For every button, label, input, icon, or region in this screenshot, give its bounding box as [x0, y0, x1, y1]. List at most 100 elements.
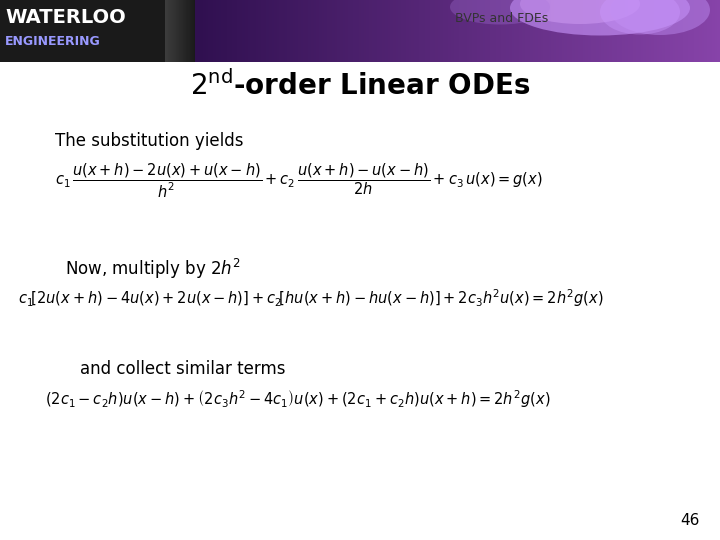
- Bar: [316, 0, 319, 62]
- Text: 46: 46: [680, 513, 700, 528]
- Bar: [185, 0, 186, 62]
- Bar: [319, 0, 322, 62]
- Bar: [390, 0, 393, 62]
- Bar: [435, 0, 438, 62]
- Bar: [688, 0, 691, 62]
- Bar: [303, 0, 306, 62]
- Bar: [633, 0, 636, 62]
- Bar: [168, 0, 169, 62]
- Bar: [240, 0, 243, 62]
- Bar: [348, 0, 351, 62]
- Bar: [269, 0, 271, 62]
- Bar: [356, 0, 359, 62]
- Bar: [501, 0, 504, 62]
- Bar: [675, 0, 678, 62]
- Bar: [564, 0, 567, 62]
- Bar: [308, 0, 311, 62]
- Ellipse shape: [450, 0, 550, 24]
- Bar: [264, 0, 266, 62]
- Bar: [474, 0, 477, 62]
- Text: and collect similar terms: and collect similar terms: [80, 360, 286, 378]
- Text: ENGINEERING: ENGINEERING: [5, 35, 101, 48]
- Bar: [541, 0, 544, 62]
- Bar: [401, 0, 403, 62]
- Bar: [232, 0, 235, 62]
- Bar: [717, 0, 720, 62]
- Bar: [459, 0, 462, 62]
- Bar: [184, 0, 185, 62]
- Bar: [314, 0, 316, 62]
- Bar: [245, 0, 248, 62]
- Bar: [577, 0, 580, 62]
- Bar: [606, 0, 609, 62]
- Bar: [186, 0, 187, 62]
- Bar: [672, 0, 675, 62]
- Bar: [683, 0, 685, 62]
- Text: WATERLOO: WATERLOO: [5, 8, 126, 27]
- Bar: [546, 0, 549, 62]
- Bar: [292, 0, 295, 62]
- Text: $c_1\!\left[2u(x+h)-4u(x)+2u(x-h)\right]+c_2\!\left[hu(x+h)-hu(x-h)\right]+2c_3 : $c_1\!\left[2u(x+h)-4u(x)+2u(x-h)\right]…: [18, 287, 603, 309]
- Bar: [522, 0, 525, 62]
- Bar: [261, 0, 264, 62]
- Bar: [284, 0, 287, 62]
- Bar: [183, 0, 184, 62]
- Bar: [480, 0, 482, 62]
- Bar: [322, 0, 324, 62]
- Bar: [554, 0, 557, 62]
- Bar: [590, 0, 593, 62]
- Bar: [441, 0, 443, 62]
- Bar: [685, 0, 688, 62]
- Bar: [176, 0, 177, 62]
- Bar: [361, 0, 364, 62]
- Text: BVPs and FDEs: BVPs and FDEs: [455, 12, 548, 25]
- Bar: [287, 0, 290, 62]
- Bar: [446, 0, 449, 62]
- Bar: [213, 0, 216, 62]
- Bar: [221, 0, 224, 62]
- Bar: [274, 0, 276, 62]
- Bar: [395, 0, 398, 62]
- Bar: [598, 0, 601, 62]
- Bar: [332, 0, 335, 62]
- Bar: [438, 0, 441, 62]
- Bar: [227, 0, 229, 62]
- Bar: [174, 0, 175, 62]
- Bar: [693, 0, 696, 62]
- Bar: [374, 0, 377, 62]
- Text: $\left(2c_1-c_2 h\right)u(x-h)+\left(2c_3 h^2-4c_1\right)u(x)+\left(2c_1+c_2 h\r: $\left(2c_1-c_2 h\right)u(x-h)+\left(2c_…: [45, 388, 550, 410]
- Bar: [549, 0, 551, 62]
- Bar: [243, 0, 245, 62]
- Bar: [393, 0, 395, 62]
- Bar: [197, 0, 200, 62]
- Bar: [208, 0, 211, 62]
- Bar: [638, 0, 641, 62]
- Bar: [187, 0, 188, 62]
- Bar: [366, 0, 369, 62]
- Bar: [557, 0, 559, 62]
- Bar: [276, 0, 279, 62]
- Bar: [422, 0, 425, 62]
- Bar: [173, 0, 174, 62]
- Bar: [433, 0, 435, 62]
- Bar: [235, 0, 237, 62]
- Bar: [180, 0, 181, 62]
- Bar: [191, 0, 192, 62]
- Bar: [205, 0, 208, 62]
- Bar: [509, 0, 512, 62]
- Bar: [256, 0, 258, 62]
- Bar: [300, 0, 303, 62]
- Bar: [359, 0, 361, 62]
- Bar: [652, 0, 654, 62]
- Bar: [253, 0, 256, 62]
- Bar: [715, 0, 717, 62]
- Bar: [311, 0, 314, 62]
- Bar: [712, 0, 715, 62]
- Bar: [343, 0, 346, 62]
- Bar: [657, 0, 660, 62]
- Bar: [182, 0, 183, 62]
- Bar: [266, 0, 269, 62]
- Ellipse shape: [510, 0, 690, 36]
- Bar: [601, 0, 604, 62]
- Bar: [580, 0, 582, 62]
